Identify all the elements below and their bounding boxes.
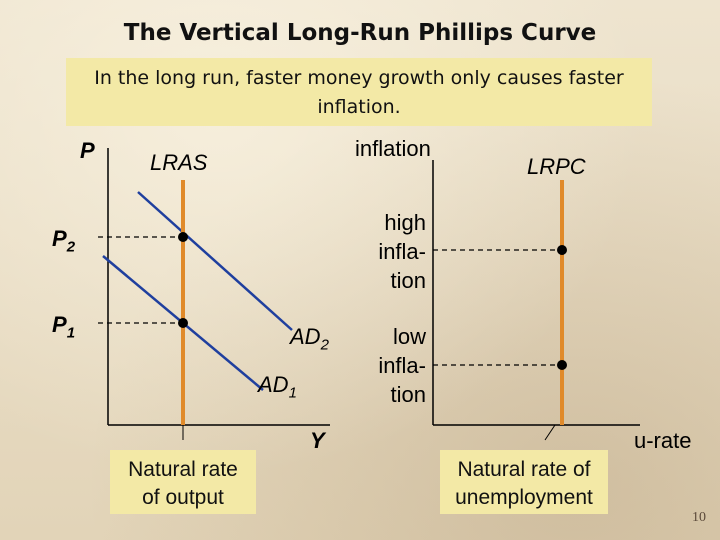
low-inflation-line2: infla- [378, 353, 426, 378]
natural-unemp-line1: Natural rate of [457, 458, 591, 481]
high-inflation-line3: tion [390, 268, 426, 293]
natural-rate-output-box: Natural rate of output [110, 450, 256, 514]
p2-subscript: 2 [66, 238, 76, 256]
left-y-axis-label: P [80, 138, 95, 163]
right-x-axis-label: u-rate [634, 428, 692, 453]
equilibrium-point-low [178, 318, 188, 328]
natural-unemp-tick [544, 424, 556, 441]
ad2-curve [137, 191, 293, 331]
lras-label: LRAS [150, 150, 208, 175]
lrpc-label: LRPC [527, 154, 586, 179]
p1-subscript: 1 [66, 324, 76, 342]
p1-label: P1 [52, 312, 76, 342]
natural-unemp-line2: unemployment [455, 486, 593, 509]
low-inflation-line1: low [392, 324, 426, 349]
ad1-label: AD1 [258, 372, 297, 402]
high-inflation-line1: high [384, 210, 426, 235]
low-inflation-line3: tion [390, 382, 426, 407]
low-inflation-label: low infla- tion [362, 322, 426, 409]
lrpc-point-high [557, 245, 567, 255]
lrpc-point-low [557, 360, 567, 370]
ad2-subscript: 2 [320, 336, 329, 354]
natural-rate-unemployment-box: Natural rate of unemployment [440, 450, 608, 514]
page-number: 10 [692, 510, 706, 525]
p2-label: P2 [52, 226, 76, 256]
equilibrium-point-high [178, 232, 188, 242]
ad2-label: AD2 [290, 324, 329, 354]
ad1-subscript: 1 [288, 384, 297, 402]
natural-output-line1: Natural rate [128, 458, 238, 481]
right-y-axis-label: inflation [355, 136, 431, 161]
high-inflation-line2: infla- [378, 239, 426, 264]
left-x-axis-label: Y [310, 428, 325, 453]
subtitle-box: In the long run, faster money growth onl… [66, 58, 652, 126]
slide-title: The Vertical Long-Run Phillips Curve [123, 20, 597, 46]
high-inflation-label: high infla- tion [362, 208, 426, 295]
natural-output-line2: of output [142, 486, 224, 509]
